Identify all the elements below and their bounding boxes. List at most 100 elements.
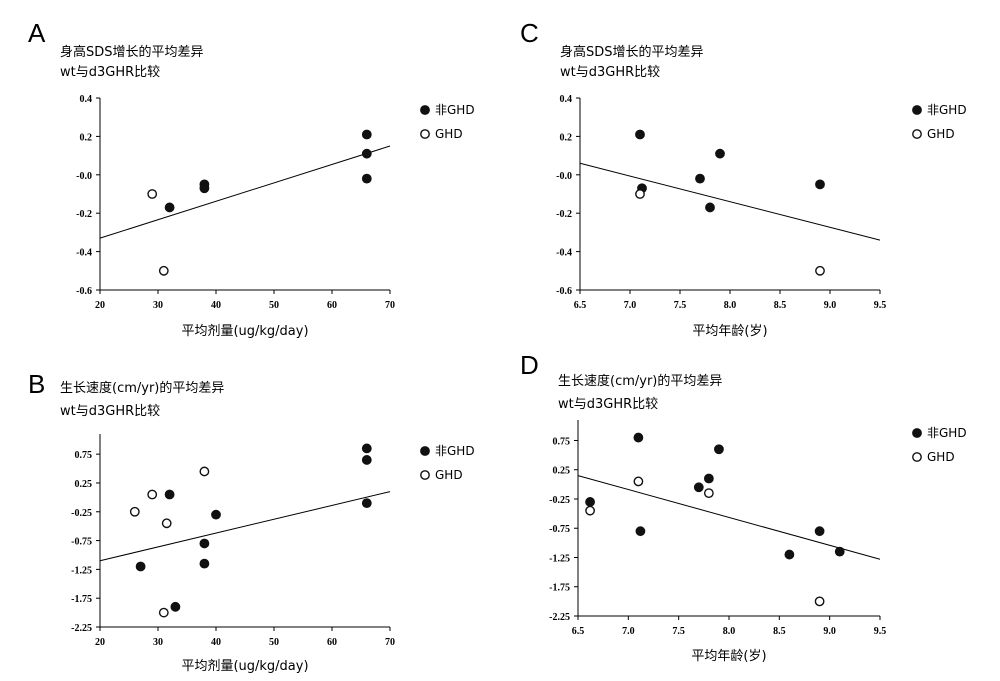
- x-tick-label: 8.5: [773, 626, 786, 637]
- chart-title-line: 身高SDS增长的平均差异: [60, 44, 204, 60]
- y-tick-label: 0.75: [553, 436, 571, 447]
- data-point-non-ghd: [635, 129, 645, 140]
- x-tick-label: 7.5: [674, 300, 687, 311]
- data-point-ghd: [129, 506, 140, 517]
- data-point-ghd: [815, 265, 825, 276]
- chart-title-line: wt与d3GHR比较: [60, 65, 160, 80]
- data-point-ghd: [147, 489, 158, 500]
- panel-letter: B: [28, 369, 45, 399]
- legend-marker-filled: [420, 105, 430, 115]
- data-point-non-ghd: [815, 179, 825, 190]
- trend-line: [579, 162, 881, 241]
- x-tick-label: 50: [269, 300, 279, 311]
- x-tick-label: 40: [211, 637, 221, 648]
- x-tick-label: 70: [385, 300, 395, 311]
- y-tick-label: 0.4: [560, 94, 573, 105]
- y-tick-label: -2.25: [549, 612, 570, 623]
- y-tick-label: 0.2: [80, 132, 93, 143]
- data-point-non-ghd: [361, 443, 372, 454]
- chart-title-line: 身高SDS增长的平均差异: [560, 44, 704, 60]
- data-point-non-ghd: [199, 558, 210, 569]
- y-tick-label: -0.6: [556, 286, 572, 297]
- x-tick-label: 20: [95, 300, 105, 311]
- legend-marker-open: [912, 129, 922, 139]
- trend-line: [577, 475, 881, 560]
- data-point-non-ghd: [199, 538, 210, 549]
- x-tick-label: 9.5: [874, 300, 887, 311]
- legend-label: 非GHD: [927, 426, 967, 440]
- x-axis-label: 平均年龄(岁): [691, 649, 766, 664]
- data-point-ghd: [703, 488, 714, 499]
- data-point-non-ghd: [703, 473, 714, 484]
- data-point-non-ghd: [705, 202, 715, 213]
- data-point-non-ghd: [814, 526, 825, 537]
- x-tick-label: 30: [153, 637, 163, 648]
- data-point-ghd: [158, 607, 169, 618]
- data-point-non-ghd: [211, 509, 221, 520]
- data-point-non-ghd: [135, 561, 146, 572]
- x-axis-label: 平均年龄(岁): [692, 324, 767, 339]
- legend-label: 非GHD: [927, 103, 967, 117]
- y-tick-label: 0.25: [75, 479, 93, 490]
- y-tick-label: -0.2: [556, 209, 572, 220]
- legend-marker-filled: [420, 446, 430, 456]
- data-point-ghd: [147, 189, 158, 199]
- x-tick-label: 8.5: [774, 300, 787, 311]
- data-point-ghd: [199, 466, 210, 477]
- x-tick-label: 60: [327, 637, 337, 648]
- legend-marker-filled: [912, 105, 922, 115]
- y-tick-label: -1.25: [71, 565, 92, 576]
- data-point-non-ghd: [361, 173, 372, 184]
- data-point-non-ghd: [633, 432, 644, 443]
- panel-c: C 身高SDS增长的平均差异 wt与d3GHR比较 0.4 0.2 -0.0 -0.2 -0.…: [520, 18, 967, 339]
- trend-line: [99, 491, 391, 562]
- data-point-non-ghd: [635, 526, 646, 537]
- x-tick-label: 6.5: [572, 626, 585, 637]
- data-point-non-ghd: [585, 497, 595, 507]
- panel-a: A 身高SDS增长的平均差异 wt与d3GHR比较 0.4 0.2 -0.0 -0.2 -0.…: [28, 18, 475, 339]
- legend-label: GHD: [435, 468, 463, 482]
- legend-marker-open: [420, 129, 430, 139]
- trend-line: [99, 145, 391, 239]
- chart-title-line: 生长速度(cm/yr)的平均差异: [60, 380, 224, 396]
- data-point-non-ghd: [164, 202, 175, 213]
- legend-marker-open: [912, 452, 922, 462]
- x-tick-label: 7.0: [622, 626, 635, 637]
- panel-b: B 生长速度(cm/yr)的平均差异 wt与d3GHR比较 0.75 0.25 -0.25…: [28, 369, 475, 674]
- y-tick-label: -0.4: [76, 248, 92, 259]
- legend-label: 非GHD: [435, 103, 475, 117]
- data-point-ghd: [814, 596, 825, 607]
- data-point-non-ghd: [715, 148, 725, 159]
- data-point-non-ghd: [199, 183, 210, 194]
- legend-label: GHD: [927, 450, 955, 464]
- x-tick-label: 8.0: [724, 300, 737, 311]
- data-point-non-ghd: [170, 601, 181, 612]
- y-tick-label: -0.4: [556, 248, 572, 259]
- x-tick-label: 40: [211, 300, 221, 311]
- x-axis-label: 平均剂量(ug/kg/day): [181, 324, 308, 339]
- y-tick-label: 0.75: [75, 450, 93, 461]
- y-tick-label: 0.4: [80, 94, 93, 105]
- chart-title-line: wt与d3GHR比较: [60, 404, 160, 419]
- y-tick-label: -0.25: [71, 508, 92, 519]
- x-tick-label: 7.5: [672, 626, 685, 637]
- y-tick-label: -1.75: [71, 594, 92, 605]
- y-tick-label: -0.25: [549, 495, 570, 506]
- legend-label: GHD: [435, 127, 463, 141]
- data-point-non-ghd: [361, 148, 372, 159]
- panel-letter: A: [28, 18, 46, 48]
- x-tick-label: 30: [153, 300, 163, 311]
- y-tick-label: -0.75: [71, 537, 92, 548]
- x-tick-label: 20: [95, 637, 105, 648]
- y-tick-label: -2.25: [71, 623, 92, 634]
- chart-title-line: wt与d3GHR比较: [560, 65, 660, 80]
- y-tick-label: 0.2: [560, 132, 573, 143]
- legend-label: GHD: [927, 127, 955, 141]
- y-tick-label: -1.25: [549, 553, 570, 564]
- y-tick-label: -0.6: [76, 286, 92, 297]
- legend-marker-open: [420, 470, 430, 480]
- data-point-non-ghd: [693, 482, 704, 493]
- data-point-non-ghd: [695, 173, 705, 184]
- x-tick-label: 6.5: [574, 300, 587, 311]
